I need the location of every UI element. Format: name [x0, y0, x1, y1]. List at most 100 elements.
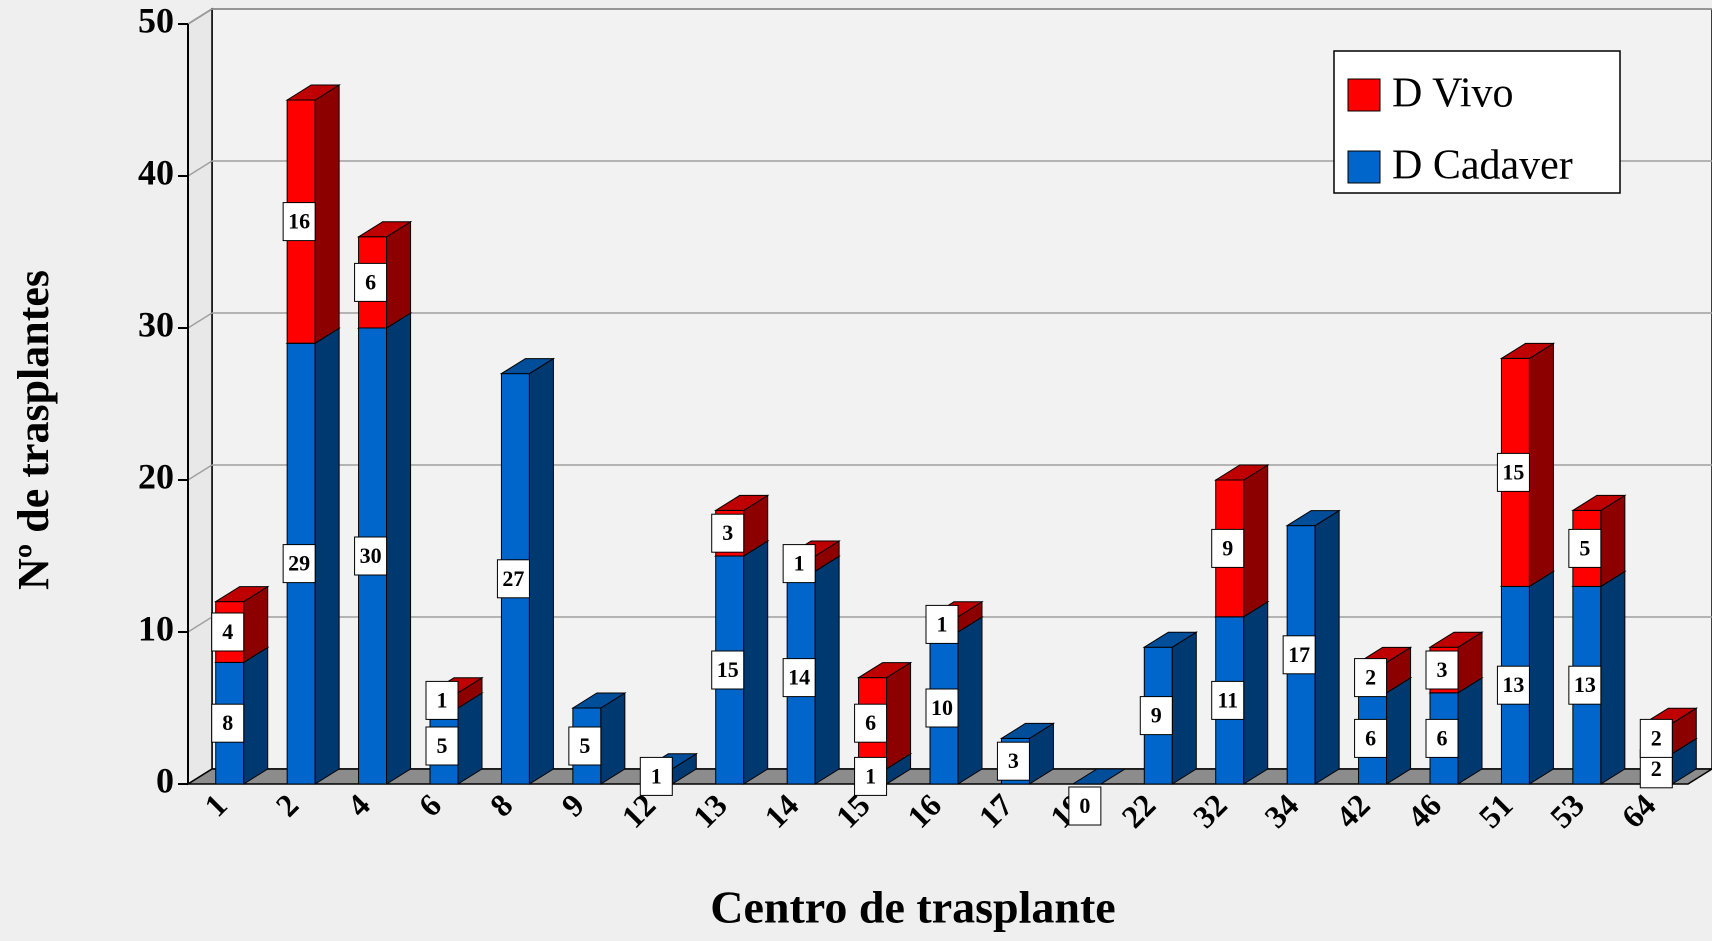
value-label-box: [282, 544, 316, 584]
bar-top: [213, 586, 270, 603]
value-label: 29: [288, 551, 310, 576]
value-label: 9: [1151, 703, 1162, 728]
bar-top: [999, 722, 1056, 739]
grid-line-side: [187, 616, 213, 633]
value-label: 10: [931, 695, 953, 720]
legend-box: [1333, 50, 1621, 194]
bar-side: [386, 312, 412, 785]
bar-top: [1571, 494, 1627, 511]
y-tick-label: 50: [138, 0, 174, 40]
bar-top: [1213, 464, 1270, 481]
bar-top: [1499, 342, 1556, 359]
value-label: 11: [1217, 687, 1238, 712]
legend-label: D Cadaver: [1392, 143, 1573, 189]
value-label-box: [211, 703, 245, 743]
y-tick-label: 30: [138, 304, 174, 344]
value-label: 6: [865, 710, 876, 735]
grid-line-side: [187, 160, 213, 177]
y-tick-label: 40: [138, 152, 174, 192]
bar-side: [1243, 600, 1269, 785]
value-label: 15: [717, 657, 739, 682]
value-label-box: [354, 262, 388, 302]
value-label: 3: [1008, 748, 1019, 773]
value-label-box: [925, 688, 959, 728]
value-label: 3: [722, 520, 733, 545]
value-label-box: [782, 658, 816, 698]
value-label: 5: [1579, 535, 1590, 560]
value-label-box: [496, 559, 530, 599]
y-axis-title: Nº de trasplantes: [9, 270, 58, 590]
value-label: 5: [437, 733, 448, 758]
value-label: 16: [288, 209, 310, 234]
bar-side: [1314, 509, 1340, 785]
value-label: 14: [788, 665, 810, 690]
bar-side: [886, 661, 912, 770]
value-label: 6: [1437, 725, 1448, 750]
value-label-box: [354, 536, 388, 576]
bar-side: [1528, 342, 1554, 588]
value-label: 6: [365, 269, 376, 294]
grid-line-side: [187, 8, 213, 25]
value-label: 0: [1079, 793, 1090, 818]
bar-top: [1142, 631, 1199, 648]
bar-top: [356, 221, 413, 238]
bar-top: [571, 692, 627, 709]
bar-top: [499, 358, 556, 375]
value-label: 1: [937, 611, 948, 636]
value-label-box: [1068, 786, 1102, 826]
value-label-box: [854, 703, 888, 743]
value-label-box: [1139, 696, 1173, 736]
value-label: 1: [651, 763, 662, 788]
value-label-box: [1425, 650, 1459, 690]
value-label-box: [782, 544, 816, 584]
y-tick-label: 10: [138, 608, 174, 648]
value-label-box: [211, 612, 245, 652]
value-label-box: [1354, 658, 1388, 698]
bar-side: [1386, 676, 1412, 785]
x-axis-title: Centro de trasplante: [710, 882, 1115, 933]
value-label-box: [1282, 635, 1316, 675]
bar-side: [1600, 570, 1626, 785]
value-label-box: [425, 680, 459, 720]
value-label: 13: [1502, 672, 1524, 697]
side-wall: [187, 7, 213, 786]
value-label-box: [425, 726, 459, 766]
bar-side: [386, 220, 412, 329]
value-label-box: [711, 650, 745, 690]
bar-side: [743, 540, 769, 785]
bar-side: [528, 357, 554, 785]
bar-side: [243, 646, 269, 785]
bar-side: [1600, 494, 1626, 588]
value-label: 2: [1651, 725, 1662, 750]
value-label-box: [1568, 665, 1602, 705]
legend-swatch: [1347, 78, 1381, 112]
value-label-box: [639, 756, 673, 796]
value-label-box: [854, 756, 888, 796]
value-label-box: [1639, 718, 1673, 758]
value-label-box: [568, 726, 602, 766]
value-label: 27: [502, 566, 524, 591]
value-label-box: [1425, 718, 1459, 758]
value-label-box: [1211, 528, 1245, 568]
value-label: 1: [865, 763, 876, 788]
value-label-box: [1211, 680, 1245, 720]
value-label: 2: [1651, 756, 1662, 781]
bar-top: [713, 494, 770, 511]
value-label: 5: [579, 733, 590, 758]
value-label: 30: [360, 543, 382, 568]
value-label-box: [1496, 665, 1530, 705]
y-tick-label: 20: [138, 456, 174, 496]
value-label-box: [282, 202, 316, 242]
value-label: 15: [1502, 459, 1524, 484]
bar-side: [957, 616, 983, 785]
y-tick-label: 0: [156, 760, 174, 800]
grid-line-side: [187, 312, 213, 329]
legend-swatch: [1347, 150, 1381, 184]
bar-side: [1528, 570, 1554, 785]
value-label-box: [1496, 452, 1530, 492]
legend-label: D Vivo: [1392, 71, 1514, 117]
bar-side: [314, 84, 340, 345]
bar-side: [814, 555, 840, 785]
grid-line-side: [187, 464, 213, 481]
